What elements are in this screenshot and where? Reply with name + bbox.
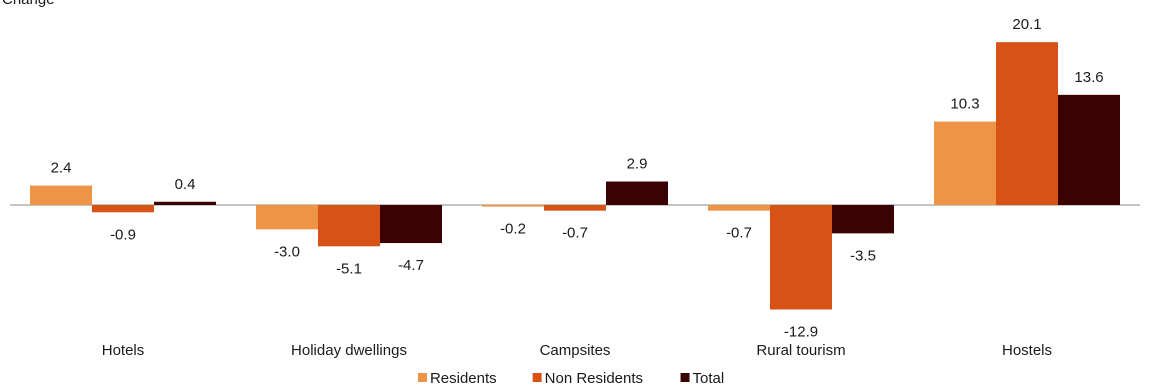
category-label: Campsites xyxy=(540,342,611,359)
bar-campsites-non-residents xyxy=(544,205,606,211)
category-label: Hostels xyxy=(1002,342,1052,359)
value-label: 2.4 xyxy=(51,160,72,177)
legend-label: Non Residents xyxy=(545,370,643,387)
bar-hotels-residents xyxy=(30,185,92,205)
legend: Residents Non Residents Total xyxy=(417,370,725,387)
value-label: 20.1 xyxy=(1012,16,1041,33)
bar-rural-tourism-non-residents xyxy=(770,205,832,310)
value-label: -0.9 xyxy=(110,226,136,243)
legend-swatch xyxy=(680,373,690,382)
bar-holiday-dwellings-total xyxy=(380,205,442,244)
value-label: -3.5 xyxy=(850,247,876,264)
category-label: Hotels xyxy=(102,342,145,359)
bar-hostels-residents xyxy=(934,121,996,205)
legend-label: Residents xyxy=(430,370,497,387)
legend-label: Total xyxy=(693,370,725,387)
value-label: 2.9 xyxy=(627,156,648,173)
value-label: 13.6 xyxy=(1074,69,1103,86)
bar-campsites-residents xyxy=(482,205,544,207)
bar-rural-tourism-residents xyxy=(708,205,770,211)
category-label: Holiday dwellings xyxy=(291,342,407,359)
value-label: -0.7 xyxy=(726,225,752,242)
bar-hotels-non-residents xyxy=(92,205,154,213)
bar-hostels-total xyxy=(1058,94,1120,205)
legend-swatch xyxy=(532,373,542,382)
value-label: -12.9 xyxy=(784,323,818,340)
cropped-top-text: Change xyxy=(0,0,70,8)
value-label: -5.1 xyxy=(336,260,362,277)
value-label: -4.7 xyxy=(398,257,424,274)
value-label: -0.2 xyxy=(500,221,526,238)
cropped-top-text-label: Change xyxy=(2,0,55,8)
bar-campsites-total xyxy=(606,181,668,205)
legend-swatch xyxy=(417,373,427,382)
value-label: -3.0 xyxy=(274,243,300,260)
bars-group xyxy=(30,42,1120,310)
category-label: Rural tourism xyxy=(756,342,845,359)
bar-hostels-non-residents xyxy=(996,42,1058,205)
bar-holiday-dwellings-residents xyxy=(256,205,318,230)
value-label: 10.3 xyxy=(950,96,979,113)
value-label: -0.7 xyxy=(562,225,588,242)
bar-hotels-total xyxy=(154,201,216,205)
category-labels-group: Hotels Holiday dwellings Campsites Rural to… xyxy=(102,342,1052,359)
value-label: 0.4 xyxy=(175,176,196,193)
bar-rural-tourism-total xyxy=(832,205,894,234)
value-labels-group: 2.4 -0.9 0.4 -3.0 -5.1 -4.7 -0.2 -0.7 2.9 -0.7 -12… xyxy=(51,16,1104,340)
bar-holiday-dwellings-non-residents xyxy=(318,205,380,247)
